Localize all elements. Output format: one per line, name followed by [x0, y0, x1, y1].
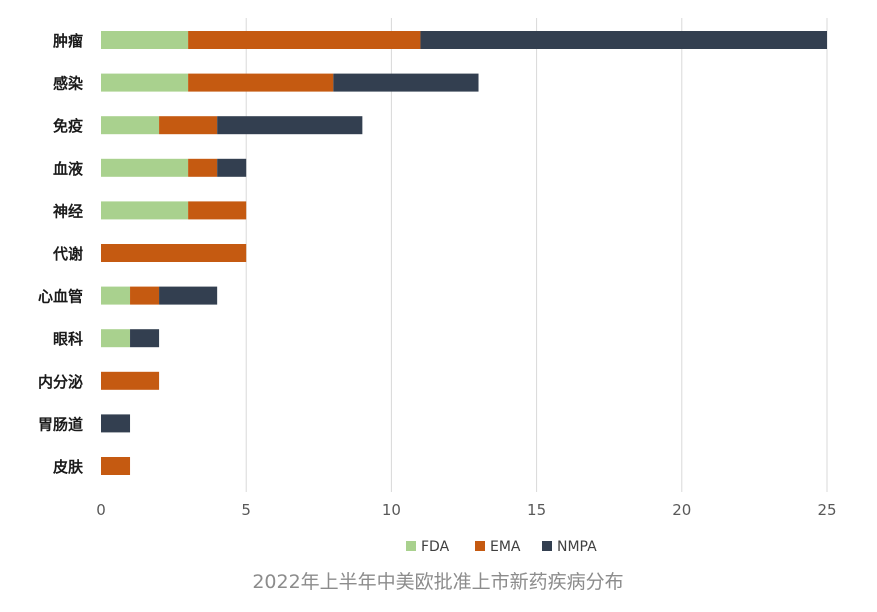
x-tick-label: 15 — [527, 501, 546, 519]
category-label: 血液 — [53, 160, 84, 178]
category-label: 皮肤 — [53, 458, 84, 476]
bar-ema-6 — [130, 286, 160, 305]
bar-fda-2 — [101, 116, 160, 135]
x-tick-label: 25 — [817, 501, 836, 519]
legend-swatch-nmpa — [542, 541, 552, 551]
legend-label-nmpa: NMPA — [557, 539, 597, 555]
bar-ema-10 — [101, 457, 131, 475]
bar-ema-3 — [188, 158, 218, 177]
bar-fda-3 — [101, 158, 189, 177]
category-label: 肿瘤 — [53, 32, 83, 50]
x-tick-label: 20 — [672, 501, 691, 519]
bar-nmpa-1 — [333, 73, 479, 92]
bar-nmpa-9 — [101, 414, 131, 433]
bar-fda-0 — [101, 31, 189, 49]
category-label: 感染 — [53, 75, 84, 93]
bar-ema-1 — [188, 73, 334, 92]
bar-fda-1 — [101, 73, 189, 92]
legend-label-fda: FDA — [421, 539, 450, 555]
bar-ema-4 — [188, 201, 247, 220]
bar-nmpa-2 — [217, 116, 363, 135]
legend: FDA EMA NMPA — [406, 539, 597, 555]
x-axis-tick-labels: 0 5 10 15 20 25 — [96, 501, 836, 519]
x-tick-label: 0 — [96, 501, 106, 519]
chart-caption: 2022年上半年中美欧批准上市新药疾病分布 — [252, 571, 623, 593]
bar-ema-5 — [101, 244, 247, 262]
category-label: 内分泌 — [38, 373, 83, 391]
bars — [101, 31, 827, 475]
bar-ema-0 — [188, 31, 421, 49]
bar-nmpa-7 — [130, 329, 160, 348]
bar-fda-7 — [101, 329, 131, 348]
bar-fda-4 — [101, 201, 189, 220]
category-label: 代谢 — [52, 245, 83, 263]
bar-fda-6 — [101, 286, 131, 305]
category-label: 心血管 — [38, 288, 83, 306]
bar-nmpa-0 — [420, 31, 827, 49]
legend-swatch-fda — [406, 541, 416, 551]
category-label: 免疫 — [53, 117, 83, 135]
category-label: 眼科 — [53, 330, 83, 348]
bar-ema-2 — [159, 116, 218, 135]
gridlines — [245, 18, 828, 492]
bar-nmpa-3 — [217, 158, 247, 177]
category-label: 神经 — [53, 202, 83, 220]
category-label: 胃肠道 — [38, 415, 83, 433]
bar-nmpa-6 — [159, 286, 218, 305]
legend-swatch-ema — [475, 541, 485, 551]
x-tick-label: 5 — [241, 501, 251, 519]
bar-ema-8 — [101, 371, 160, 390]
legend-label-ema: EMA — [490, 539, 521, 555]
x-tick-label: 10 — [382, 501, 401, 519]
